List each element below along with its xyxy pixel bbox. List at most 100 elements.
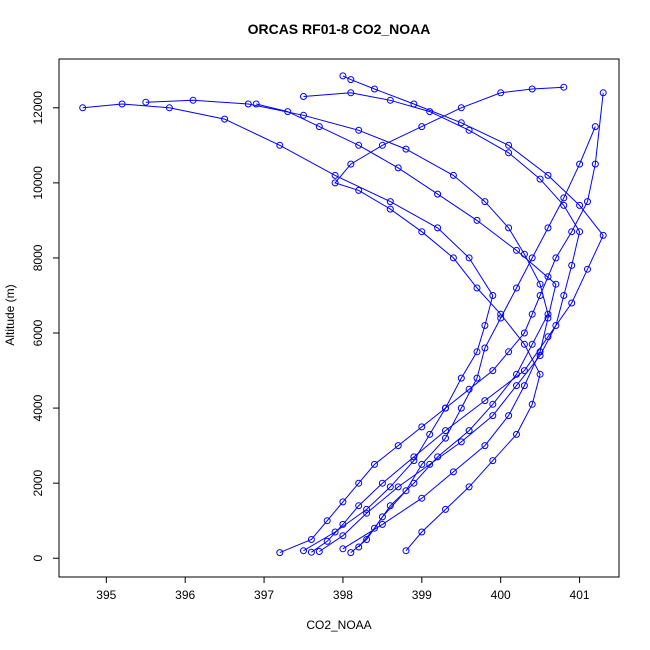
data-point <box>520 367 528 375</box>
data-point <box>386 96 394 104</box>
y-tick-label: 4000 <box>31 394 45 421</box>
y-tick-label: 8000 <box>31 244 45 271</box>
series-line <box>279 92 604 554</box>
data-point <box>418 528 426 536</box>
data-point <box>513 284 520 292</box>
data-point <box>221 115 229 123</box>
data-point <box>552 322 560 329</box>
data-point <box>442 505 449 513</box>
data-point <box>528 310 536 318</box>
data-point <box>528 85 536 93</box>
data-point <box>497 89 505 97</box>
data-point <box>481 198 489 206</box>
data-point <box>331 179 339 187</box>
data-point <box>520 329 528 337</box>
data-point <box>489 367 497 375</box>
data-point <box>347 76 355 84</box>
data-point <box>576 201 584 209</box>
data-point <box>576 160 584 168</box>
data-point <box>378 513 386 521</box>
series-6 <box>331 83 568 555</box>
data-point <box>465 126 473 134</box>
data-point <box>449 254 457 262</box>
data-point <box>252 100 260 108</box>
data-point <box>339 532 347 540</box>
data-point <box>528 340 536 348</box>
plot-area <box>79 72 607 557</box>
data-point <box>79 104 87 112</box>
data-point <box>442 404 449 412</box>
data-point <box>473 374 481 382</box>
data-point <box>528 400 536 408</box>
x-tick-label: 399 <box>412 588 432 602</box>
data-point <box>513 246 520 254</box>
data-point <box>465 483 473 491</box>
axes: 395 396 397 398 399 400 401 0 2000 4000 6000 8000 10… <box>31 58 620 602</box>
series-3 <box>142 96 552 551</box>
data-point <box>576 228 584 236</box>
data-point <box>426 430 434 438</box>
data-point <box>394 483 402 491</box>
data-point <box>418 460 426 468</box>
data-point <box>536 370 544 378</box>
data-point <box>355 186 363 194</box>
data-point <box>165 104 173 112</box>
data-point <box>520 340 528 348</box>
data-point <box>449 468 457 476</box>
data-point <box>331 528 339 536</box>
data-point <box>378 141 386 149</box>
data-point <box>528 254 536 262</box>
data-point <box>363 505 371 513</box>
data-point <box>118 100 126 108</box>
data-point <box>355 543 363 551</box>
data-point <box>307 548 315 556</box>
plot-frame <box>58 58 620 578</box>
data-point <box>481 397 489 405</box>
data-point <box>276 549 284 557</box>
data-point <box>371 460 378 468</box>
data-point <box>315 123 323 131</box>
data-point <box>378 520 386 528</box>
data-point <box>331 171 339 179</box>
data-point <box>568 299 576 307</box>
data-point <box>481 442 489 450</box>
x-tick-label: 400 <box>491 588 511 602</box>
series-5 <box>252 100 560 553</box>
series-line <box>350 126 596 553</box>
data-point <box>347 89 355 97</box>
data-point <box>355 502 363 510</box>
data-point <box>355 479 363 487</box>
data-point <box>584 265 591 273</box>
x-axis-label: CO2_NOAA <box>306 618 371 632</box>
data-point <box>394 164 402 172</box>
y-axis-label: Altitude (m) <box>3 284 17 345</box>
data-point <box>378 479 386 487</box>
data-point <box>465 254 473 262</box>
data-point <box>386 483 394 491</box>
data-point <box>560 194 568 202</box>
data-point <box>536 280 544 288</box>
series-line <box>82 103 494 552</box>
data-point <box>418 494 426 502</box>
chart-title: ORCAS RF01-8 CO2_NOAA <box>248 21 431 37</box>
data-point <box>434 190 442 198</box>
data-point <box>300 93 307 100</box>
data-point <box>544 224 552 232</box>
data-point <box>560 292 568 299</box>
data-point <box>481 344 489 352</box>
data-point <box>591 123 599 131</box>
data-point <box>560 83 568 91</box>
series-line <box>334 86 564 552</box>
series-line <box>145 99 549 548</box>
data-point <box>307 536 315 543</box>
data-point <box>505 149 513 157</box>
data-point <box>347 549 355 557</box>
data-point <box>481 322 489 329</box>
data-point <box>410 100 418 108</box>
data-point <box>505 224 513 232</box>
data-point <box>402 145 410 153</box>
data-point <box>355 141 363 149</box>
data-point <box>300 547 307 555</box>
data-point <box>355 126 363 134</box>
